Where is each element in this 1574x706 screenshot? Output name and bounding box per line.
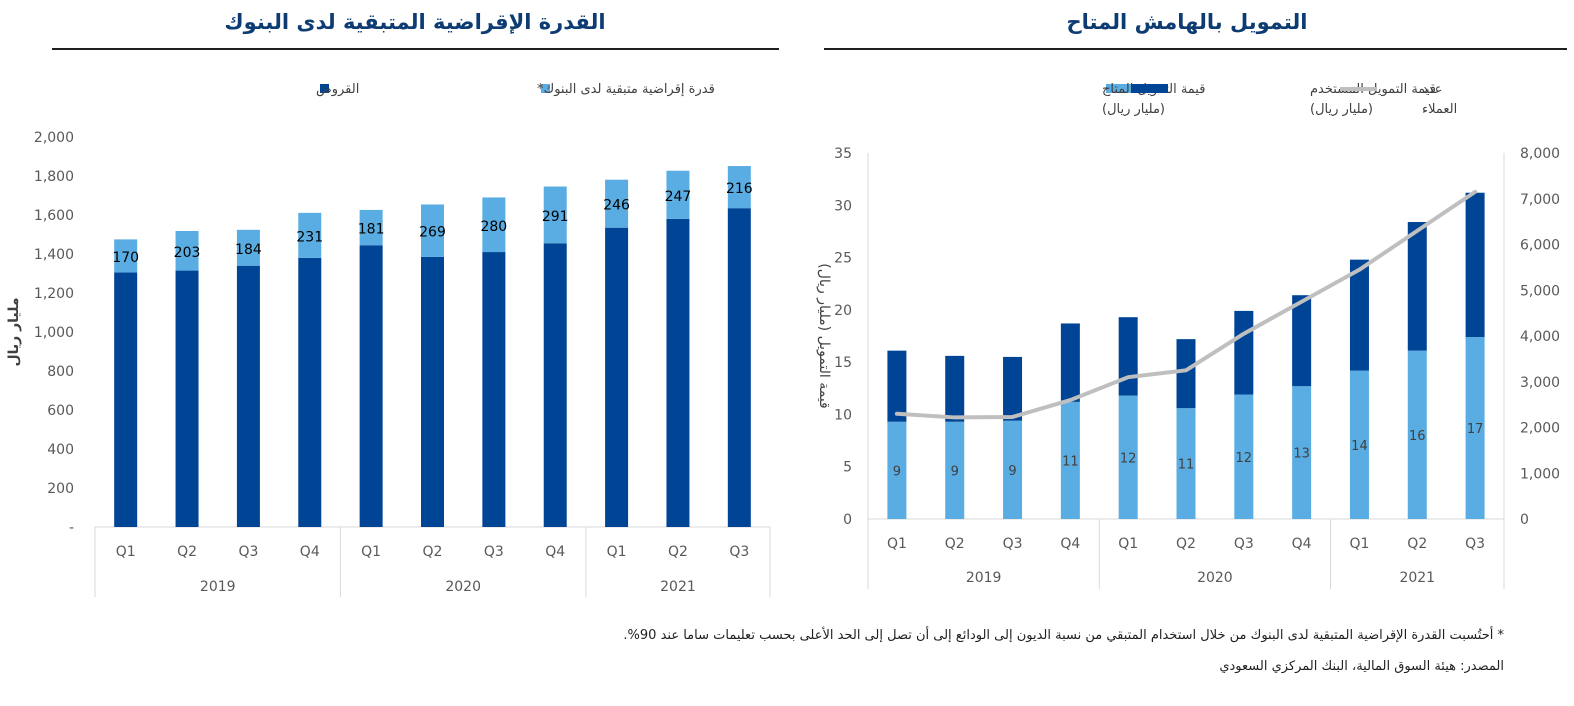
year-label: 2020 (445, 579, 481, 595)
y-tick-label: 1,000 (34, 325, 74, 341)
right-title-rule (824, 48, 1567, 50)
y-tick-label: 1,400 (34, 247, 74, 263)
bar-loans (421, 256, 444, 527)
year-label: 2019 (200, 579, 236, 595)
bar-capacity (359, 209, 383, 246)
legend-label-capacity: قدرة إقراضية متبقية لدى البنوك* (537, 82, 715, 97)
x-tick-label: Q1 (361, 544, 381, 560)
left-legend: قدرة إقراضية متبقية لدى البنوك* القروض (316, 82, 715, 97)
bar-loans (543, 243, 567, 527)
legend-label-loans: القروض (316, 82, 359, 97)
bar-loans (727, 208, 751, 528)
data-label-capacity: 216 (726, 181, 753, 197)
legend-swatch-capacity (541, 84, 550, 93)
footnote-methodology: * أحتُسبت القدرة الإقراضية المتبقية لدى … (623, 628, 1504, 643)
bar-capacity (175, 230, 199, 271)
bar-capacity (482, 197, 506, 253)
data-label-capacity: 170 (112, 250, 139, 266)
y-tick-label: 600 (47, 403, 74, 419)
bar-capacity (421, 204, 444, 257)
bar-capacity (114, 239, 138, 273)
y-tick-label: 200 (47, 481, 74, 497)
bar-loans (114, 272, 138, 527)
left-chart-title: القدرة الإقراضية المتبقية لدى البنوك (224, 10, 606, 34)
bar-loans (666, 218, 690, 527)
data-label-capacity: 181 (358, 222, 385, 238)
legend-swatch-loans (320, 84, 329, 93)
bar-capacity (236, 229, 260, 266)
y-tick-label: - (69, 520, 74, 536)
year-label: 2021 (660, 579, 696, 595)
left-y-axis-title: مليار ريال (6, 297, 22, 366)
x-tick-label: Q4 (545, 544, 565, 560)
bar-loans (236, 265, 260, 527)
x-tick-label: Q4 (300, 544, 320, 560)
x-tick-label: Q2 (423, 544, 443, 560)
y-tick-label: 400 (47, 442, 74, 458)
left-title-rule (52, 48, 779, 50)
data-label-capacity: 269 (419, 225, 446, 241)
bar-capacity (605, 179, 629, 228)
y-tick-label: 1,600 (34, 208, 74, 224)
x-tick-label: Q2 (177, 544, 197, 560)
data-label-capacity: 184 (235, 242, 262, 258)
x-tick-label: Q2 (668, 544, 688, 560)
data-label-capacity: 203 (174, 245, 201, 261)
y-tick-label: 1,800 (34, 169, 74, 185)
bar-capacity (543, 186, 567, 244)
data-label-capacity: 246 (603, 198, 630, 214)
bar-loans (482, 252, 506, 528)
data-label-capacity: 280 (480, 219, 507, 235)
y-tick-label: 2,000 (34, 130, 74, 146)
bar-loans (175, 270, 199, 527)
y-tick-label: 1,200 (34, 286, 74, 302)
footnote-source: المصدر: هيئة السوق المالية، البنك المركز… (1219, 659, 1504, 674)
x-tick-label: Q1 (607, 544, 627, 560)
x-tick-label: Q3 (484, 544, 504, 560)
bar-loans (359, 245, 383, 527)
bar-capacity (666, 170, 690, 219)
bar-capacity (727, 166, 751, 209)
right-chart-title: التمويل بالهامش المتاح (1066, 10, 1308, 34)
data-label-capacity: 291 (542, 209, 569, 225)
bar-loans (298, 257, 322, 527)
bar-capacity (298, 212, 322, 258)
data-label-capacity: 247 (665, 189, 692, 205)
y-tick-label: 800 (47, 364, 74, 380)
x-tick-label: Q3 (238, 544, 258, 560)
bar-loans (605, 227, 629, 528)
x-tick-label: Q1 (116, 544, 136, 560)
data-label-capacity: 231 (296, 229, 323, 245)
x-tick-label: Q3 (729, 544, 749, 560)
